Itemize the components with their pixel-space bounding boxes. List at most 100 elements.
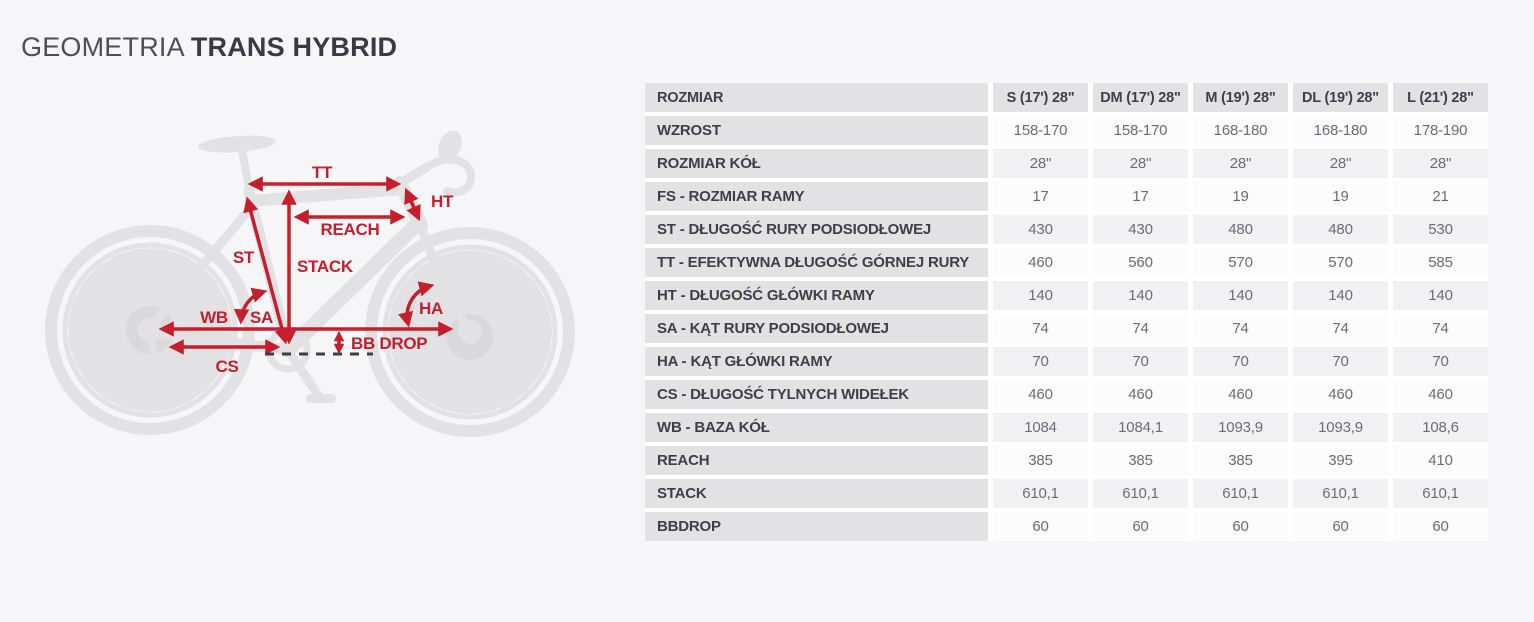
table-cell-8-3: 460 <box>1293 380 1388 409</box>
table-cell-12-0: 60 <box>993 512 1088 541</box>
table-cell-9-4: 108,6 <box>1393 413 1488 442</box>
bike-diagram-svg: TT HT REACH ST STACK SA HA WB CS BB DROP <box>45 130 575 437</box>
table-cell-9-0: 1084 <box>993 413 1088 442</box>
table-cell-10-2: 385 <box>1193 446 1288 475</box>
table-cell-3-4: 530 <box>1393 215 1488 244</box>
table-cell-7-0: 70 <box>993 347 1088 376</box>
table-header-size-1: DM (17') 28" <box>1093 83 1188 112</box>
table-cell-9-1: 1084,1 <box>1093 413 1188 442</box>
measurement-arrows <box>158 176 454 356</box>
st-arrow <box>243 196 290 345</box>
brake-hood <box>438 130 462 162</box>
table-cell-11-2: 610,1 <box>1193 479 1288 508</box>
diagram-label-tt: TT <box>312 163 333 182</box>
table-cell-7-4: 70 <box>1393 347 1488 376</box>
diagram-label-stack: STACK <box>297 257 354 276</box>
fork <box>416 220 471 335</box>
saddle <box>198 135 276 153</box>
seatpost <box>238 146 254 197</box>
table-header-rozmiar: ROZMIAR <box>645 83 988 112</box>
table-row-label-8: CS - DŁUGOŚĆ TYLNYCH WIDEŁEK <box>645 380 988 409</box>
table-row-label-2: FS - ROZMIAR RAMY <box>645 182 988 211</box>
table-cell-11-1: 610,1 <box>1093 479 1188 508</box>
table-cell-6-3: 74 <box>1293 314 1388 343</box>
table-cell-8-4: 460 <box>1393 380 1488 409</box>
table-cell-9-3: 1093,9 <box>1293 413 1388 442</box>
table-cell-12-2: 60 <box>1193 512 1288 541</box>
table-cell-7-1: 70 <box>1093 347 1188 376</box>
stem <box>396 162 432 188</box>
table-cell-5-1: 140 <box>1093 281 1188 310</box>
table-cell-5-2: 140 <box>1193 281 1288 310</box>
table-cell-12-1: 60 <box>1093 512 1188 541</box>
diagram-label-st: ST <box>233 248 255 267</box>
table-cell-3-2: 480 <box>1193 215 1288 244</box>
table-cell-1-4: 28" <box>1393 149 1488 178</box>
table-cell-4-2: 570 <box>1193 248 1288 277</box>
bike-geometry-diagram: TT HT REACH ST STACK SA HA WB CS BB DROP <box>20 90 640 490</box>
table-row-label-5: HT - DŁUGOŚĆ GŁÓWKI RAMY <box>645 281 988 310</box>
table-row-label-12: BBDROP <box>645 512 988 541</box>
rear-derailleur <box>148 340 164 382</box>
table-row-label-6: SA - KĄT RURY PODSIODŁOWEJ <box>645 314 988 343</box>
table-cell-2-3: 19 <box>1293 182 1388 211</box>
table-row-label-10: REACH <box>645 446 988 475</box>
table-row-label-0: WZROST <box>645 116 988 145</box>
table-cell-6-0: 74 <box>993 314 1088 343</box>
table-cell-0-3: 168-180 <box>1293 116 1388 145</box>
table-cell-12-4: 60 <box>1393 512 1488 541</box>
handlebar-drop <box>423 155 475 197</box>
table-cell-9-2: 1093,9 <box>1193 413 1288 442</box>
seatstay <box>145 200 258 333</box>
crank-arm <box>283 345 325 403</box>
ht-arrow <box>404 187 421 222</box>
page-title: GEOMETRIA TRANS HYBRID <box>21 30 397 64</box>
table-cell-1-3: 28" <box>1293 149 1388 178</box>
page-title-light: GEOMETRIA <box>21 32 185 63</box>
table-cell-5-3: 140 <box>1293 281 1388 310</box>
sa-angle-arrow <box>233 287 268 325</box>
table-cell-2-1: 17 <box>1093 182 1188 211</box>
table-cell-3-0: 430 <box>993 215 1088 244</box>
table-cell-8-1: 460 <box>1093 380 1188 409</box>
table-header-size-2: M (19') 28" <box>1193 83 1288 112</box>
diagram-label-bbdrop: BB DROP <box>351 334 427 353</box>
diagram-label-reach: REACH <box>321 220 380 239</box>
table-row-label-7: HA - KĄT GŁÓWKI RAMY <box>645 347 988 376</box>
diagram-label-wb: WB <box>200 308 228 327</box>
table-cell-1-1: 28" <box>1093 149 1188 178</box>
pedal <box>306 394 336 403</box>
table-header-size-0: S (17') 28" <box>993 83 1088 112</box>
table-cell-11-0: 610,1 <box>993 479 1088 508</box>
table-row-label-1: ROZMIAR KÓŁ <box>645 149 988 178</box>
table-cell-0-2: 168-180 <box>1193 116 1288 145</box>
table-cell-0-1: 158-170 <box>1093 116 1188 145</box>
table-cell-2-0: 17 <box>993 182 1088 211</box>
diagram-label-sa: SA <box>250 308 273 327</box>
table-row-label-9: WB - BAZA KÓŁ <box>645 413 988 442</box>
table-cell-8-0: 460 <box>993 380 1088 409</box>
page-title-bold: TRANS HYBRID <box>190 32 398 63</box>
table-cell-6-4: 74 <box>1393 314 1488 343</box>
table-cell-7-2: 70 <box>1193 347 1288 376</box>
table-cell-2-2: 19 <box>1193 182 1288 211</box>
diagram-labels: TT HT REACH ST STACK SA HA WB CS BB DROP <box>200 163 454 376</box>
table-cell-10-1: 385 <box>1093 446 1188 475</box>
diagram-label-ha: HA <box>419 299 443 318</box>
table-cell-10-4: 410 <box>1393 446 1488 475</box>
geometry-table: ROZMIAR S (17') 28" DM (17') 28" M (19') 28… <box>645 83 1488 541</box>
table-cell-3-1: 430 <box>1093 215 1188 244</box>
diagram-label-ht: HT <box>431 192 454 211</box>
table-cell-0-4: 178-190 <box>1393 116 1488 145</box>
table-cell-11-4: 610,1 <box>1393 479 1488 508</box>
table-cell-4-0: 460 <box>993 248 1088 277</box>
table-header-size-4: L (21') 28" <box>1393 83 1488 112</box>
table-row-label-4: TT - EFEKTYWNA DŁUGOŚĆ GÓRNEJ RURY <box>645 248 988 277</box>
table-cell-8-2: 460 <box>1193 380 1288 409</box>
table-cell-4-1: 560 <box>1093 248 1188 277</box>
table-cell-1-0: 28" <box>993 149 1088 178</box>
table-cell-0-0: 158-170 <box>993 116 1088 145</box>
table-cell-7-3: 70 <box>1293 347 1388 376</box>
table-cell-6-1: 74 <box>1093 314 1188 343</box>
